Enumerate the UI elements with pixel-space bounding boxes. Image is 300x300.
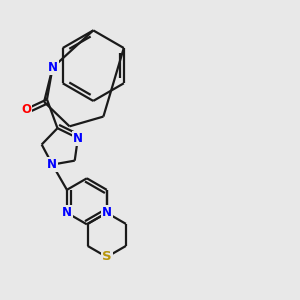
Text: S: S	[102, 250, 112, 263]
Text: O: O	[21, 103, 31, 116]
Text: N: N	[47, 158, 57, 171]
Text: N: N	[48, 61, 58, 74]
Text: N: N	[102, 206, 112, 219]
Text: N: N	[73, 132, 83, 145]
Text: N: N	[102, 206, 112, 219]
Text: N: N	[62, 206, 72, 219]
